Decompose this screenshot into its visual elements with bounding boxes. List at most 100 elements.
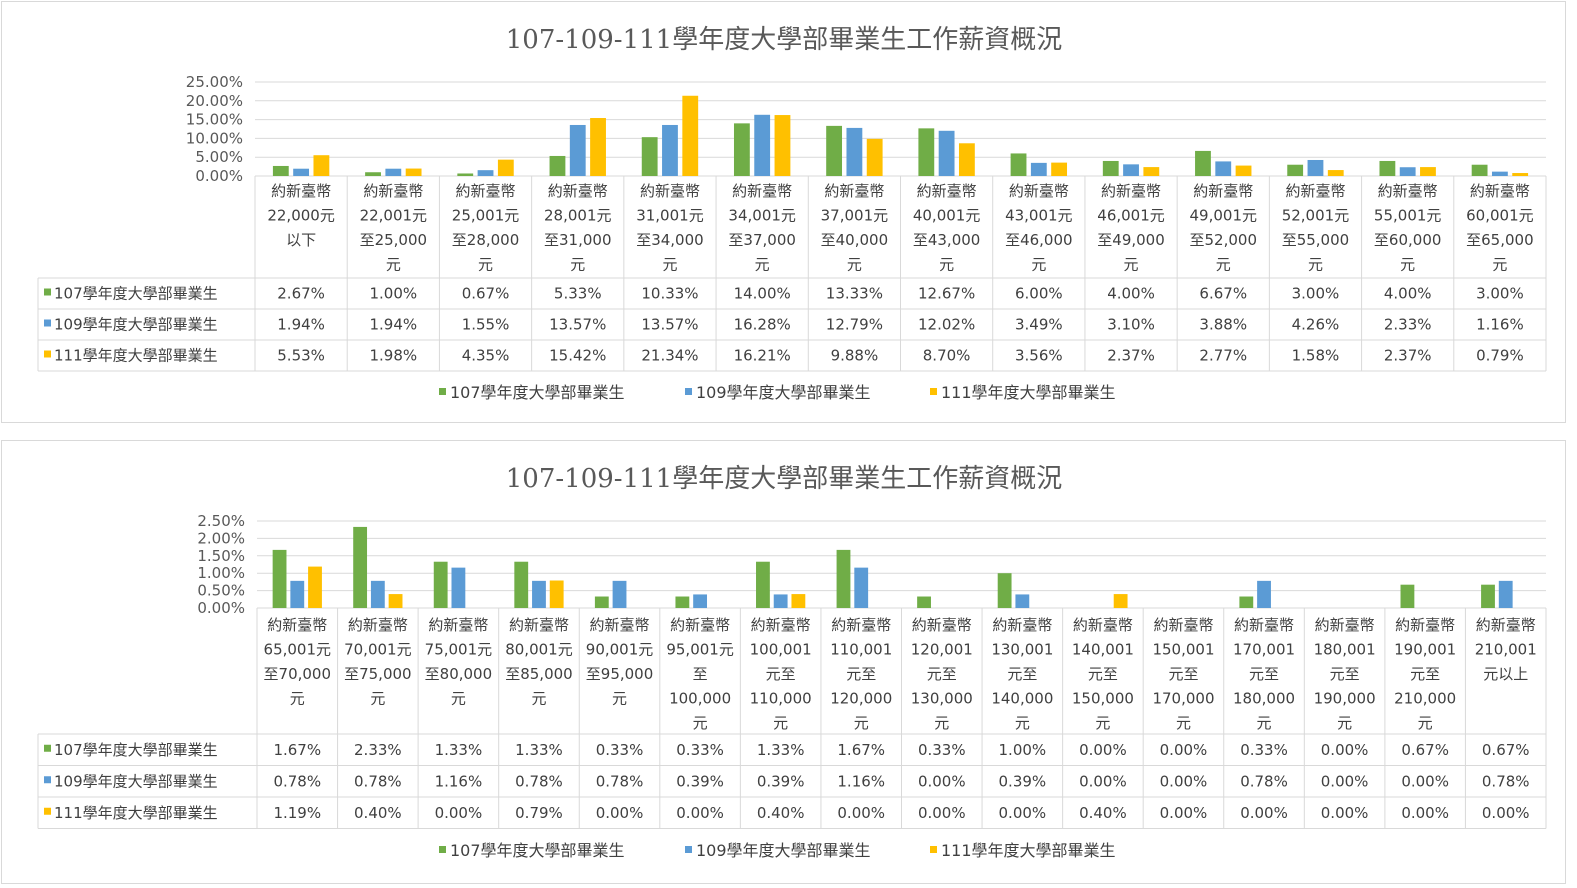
chart1-bar-3-1 [313,155,330,176]
chart2-category-label: 140,001 [1072,641,1134,659]
chart1-category-label: 約新臺幣 [271,182,331,200]
chart2-data-label: 0.00% [435,804,483,822]
chart2-data-label: 0.39% [757,772,805,790]
chart1-bar-2-13 [1399,167,1416,176]
chart2-category-label: 至95,000 [586,665,654,683]
chart2-data-label: 1.16% [435,772,483,790]
chart2-category-label: 元至 [1330,665,1360,683]
chart2-category-label: 約新臺幣 [912,616,972,634]
chart2-bar-3-1 [308,566,322,608]
chart1-bar-1-2 [365,172,381,176]
chart2-category-label: 75,001元 [425,641,493,659]
chart1-category-label: 至28,000 [452,231,520,249]
chart2-data-label: 0.00% [1079,741,1127,759]
chart1-bar-2-12 [1307,159,1324,176]
chart2-category-label: 約新臺幣 [992,616,1052,634]
chart2-data-label: 0.78% [596,772,644,790]
chart1-bar-1-3 [457,173,474,176]
chart2-category-label: 120,000 [830,690,892,708]
chart1-category-label: 46,001元 [1097,207,1165,225]
chart1-category-label: 至37,000 [728,231,796,249]
chart1-bar-2-4 [569,124,586,176]
chart2-category-label: 元至 [1088,665,1118,683]
chart2-data-label: 0.40% [1079,804,1127,822]
chart2-category-label: 元 [934,714,949,732]
chart2-category-label: 約新臺幣 [1315,616,1375,634]
chart2-category-label: 元 [854,714,869,732]
chart1-bar-2-9 [1030,162,1047,176]
chart2-bar-2-2 [370,580,385,608]
chart1-category-label: 25,001元 [452,207,520,225]
chart2-data-label: 0.00% [1079,772,1127,790]
chart2-category-label: 170,001 [1233,641,1295,659]
chart1-data-label: 16.28% [734,316,791,334]
chart-panel-1: 107-109-111學年度大學部畢業生工作薪資概況 25.00% 20.00% 15… [1,1,1566,423]
chart1-y-tick-label: 10.00% [186,129,243,147]
chart1-category-label: 約新臺幣 [1193,182,1253,200]
chart1-category-label: 37,001元 [821,207,889,225]
chart2-category-label: 元至 [927,665,957,683]
chart2-bar-1-15 [1400,584,1415,608]
chart1-category-label: 約新臺幣 [1009,182,1069,200]
chart2-bar-2-4 [532,580,546,608]
chart2-bar-2-10 [1015,594,1030,608]
chart2-data-label: 0.78% [354,772,402,790]
chart2-legend-label-1: 107學年度大學部畢業生 [450,841,625,860]
chart1-category-label: 22,000元 [267,207,335,225]
chart1-data-label: 1.94% [277,316,325,334]
chart1-bar-1-4 [549,155,566,176]
chart2-category-label: 約新臺幣 [1476,616,1536,634]
chart2-bar-1-5 [594,596,609,608]
chart2-category-label: 元 [1418,714,1433,732]
chart2-data-label: 1.33% [757,741,805,759]
chart2-bar-2-6 [693,594,708,608]
chart2-data-label: 0.67% [1482,741,1530,759]
chart2-data-label: 0.40% [757,804,805,822]
chart1-category-label: 約新臺幣 [640,182,700,200]
chart1-y-tick-label: 15.00% [186,111,243,129]
chart1-bar-3-7 [866,138,883,176]
chart2-category-label: 約新臺幣 [267,616,327,634]
chart1-category-label: 至31,000 [544,231,612,249]
chart2-category-label: 元 [612,690,627,708]
chart1-category-label: 至43,000 [913,231,981,249]
chart1-category-label: 49,001元 [1190,207,1258,225]
chart1-bar-3-2 [405,168,422,176]
chart2-bar-2-3 [451,567,466,608]
chart1-bar-3-12 [1327,170,1344,176]
chart1-bar-3-4 [590,118,606,176]
chart2-data-label: 0.79% [515,804,563,822]
chart1-category-label: 至52,000 [1190,231,1258,249]
chart1-category-label: 約新臺幣 [917,182,977,200]
chart2-category-label: 元至 [1410,665,1440,683]
chart1-bar-2-3 [477,170,494,176]
chart1-bar-2-11 [1215,161,1232,176]
chart1-bar-3-6 [774,115,791,176]
chart1-data-label: 1.16% [1476,316,1524,334]
chart2-y-tick-label: 0.50% [197,582,245,600]
chart1-category-label: 元 [939,256,954,274]
chart2-category-label: 110,001 [830,641,892,659]
chart2-bar-1-10 [997,573,1012,608]
chart2-legend-key-1 [439,846,446,853]
chart2-category-label: 至70,000 [264,665,332,683]
chart1-category-label: 元 [386,256,401,274]
chart2-data-label: 0.00% [918,804,966,822]
chart1-legend-label-3: 111學年度大學部畢業生 [941,383,1116,402]
chart2-bar-1-16 [1481,584,1495,608]
chart1-bar-2-8 [938,130,955,176]
chart1-data-label: 0.67% [462,285,510,303]
chart2-category-label: 至80,000 [425,665,493,683]
chart1-bar-1-7 [826,125,843,176]
chart2-category-label: 元 [451,690,466,708]
chart1-category-label: 22,001元 [360,207,428,225]
chart-panel-2: 107-109-111學年度大學部畢業生工作薪資概況 2.50% 2.00% 1.50… [1,440,1566,884]
chart1-y-tick-label: 0.00% [195,167,243,185]
chart1-bar-3-13 [1420,167,1436,176]
chart1-data-label: 3.88% [1199,316,1247,334]
chart-2-svg: 107-109-111學年度大學部畢業生工作薪資概況 2.50%2.00%1.50… [37,464,1547,860]
chart1-data-label: 4.26% [1292,316,1340,334]
chart1-data-label: 2.77% [1199,347,1247,365]
chart2-data-label: 0.40% [354,804,402,822]
chart2-data-label: 0.00% [918,772,966,790]
